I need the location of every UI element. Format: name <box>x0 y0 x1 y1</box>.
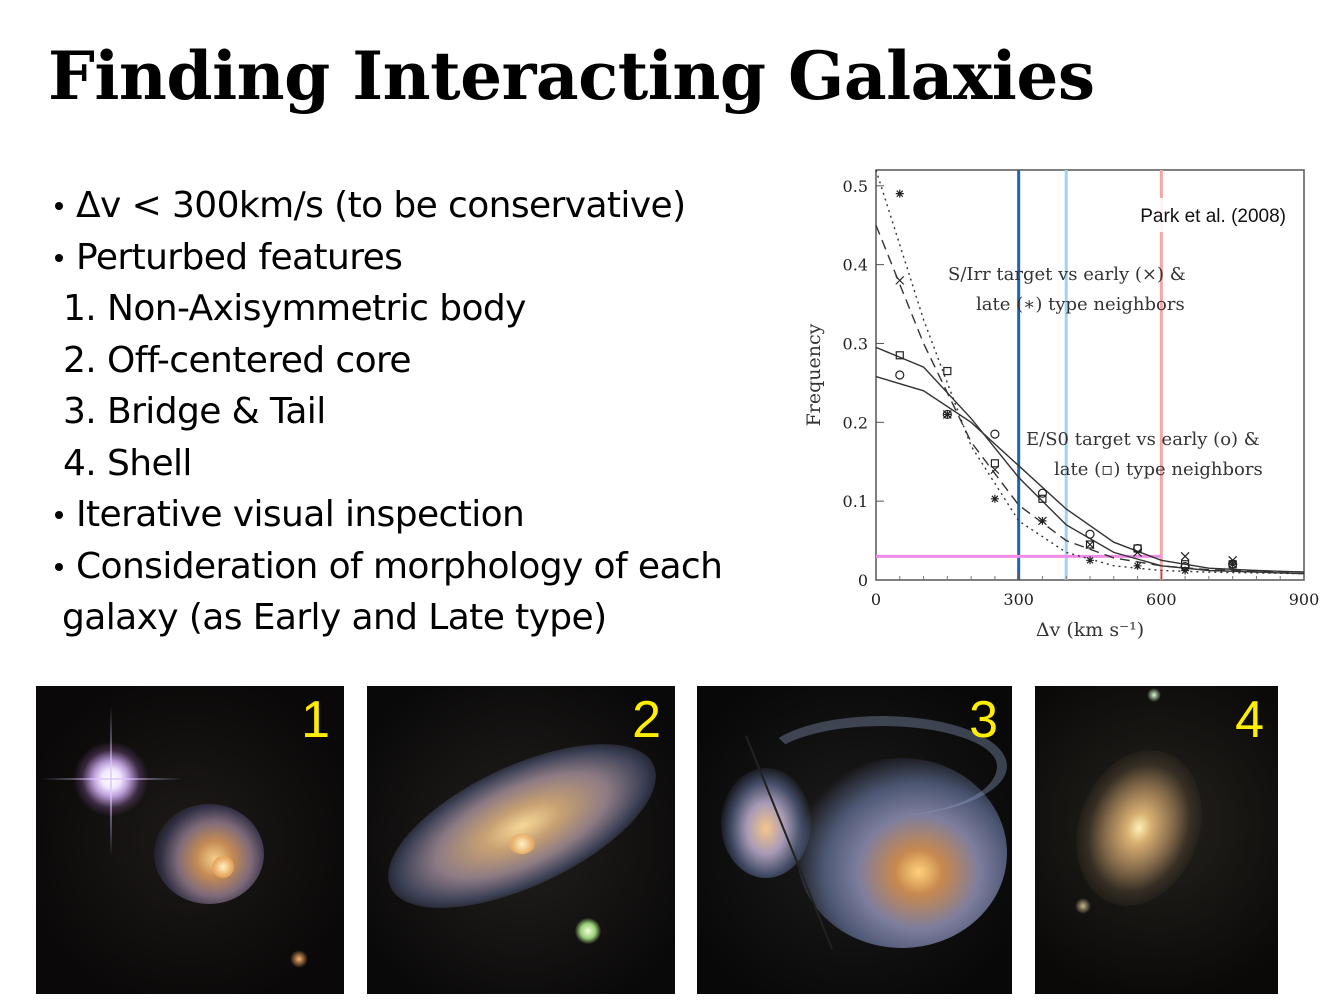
galaxy-photo-2: 2 <box>367 686 675 994</box>
background-star <box>290 950 308 968</box>
data-point-asterisk <box>1133 561 1142 570</box>
tidal-bridge <box>757 716 1007 816</box>
bullet-list: Δv < 300km/s (to be conservative) Perturb… <box>46 180 806 644</box>
bullet-item: 2. Off-centered core <box>63 339 412 381</box>
chart-annotation: late (▫) type neighbors <box>1054 459 1263 480</box>
bullet-item: Iterative visual inspection <box>46 489 806 541</box>
citation-label: Park et al. (2008) <box>1140 206 1286 227</box>
data-point-square <box>1085 540 1095 549</box>
data-point-asterisk <box>1228 560 1237 569</box>
fit-curve-circle <box>875 375 1305 573</box>
x-axis-label: Δv (km s⁻¹) <box>1036 619 1144 641</box>
data-point-asterisk <box>1038 516 1047 525</box>
x-tick-label: 300 <box>1003 590 1034 609</box>
y-tick-label: 0.3 <box>843 334 868 353</box>
y-tick-label: 0.1 <box>843 492 868 511</box>
slide-title: Finding Interacting Galaxies <box>48 37 1095 115</box>
photo-number-4: 4 <box>1235 691 1264 749</box>
data-point-asterisk <box>895 189 904 198</box>
citation-box <box>1070 198 1292 232</box>
galaxy-core <box>509 834 535 854</box>
x-tick-label: 900 <box>1289 590 1320 609</box>
y-tick-label: 0.4 <box>843 256 868 275</box>
frequency-chart: 0 300 600 900 0 0.1 0.2 0.3 0.4 0.5 S/Irr target … <box>803 169 1320 641</box>
data-point-square <box>895 351 904 360</box>
galaxy-core <box>212 856 234 878</box>
data-point-cross <box>895 275 905 285</box>
galaxy-disk <box>367 710 675 942</box>
galaxy-photo-4: 4 <box>1035 686 1278 994</box>
x-tick-label: 0 <box>871 590 881 609</box>
star-spike-h <box>42 778 182 780</box>
galaxy-photo-1: 1 <box>36 686 344 994</box>
data-point-square <box>943 366 952 376</box>
data-point-asterisk <box>1086 556 1094 565</box>
galaxy-photo-3: 3 <box>697 686 1012 994</box>
data-point-circle <box>1085 529 1095 539</box>
data-point-circle <box>1037 488 1048 498</box>
data-point-asterisk <box>990 494 999 503</box>
data-point-square <box>1038 494 1047 503</box>
elliptical-galaxy <box>1055 732 1223 924</box>
bullet-item: 1. Non-Axisymmetric body <box>63 288 526 329</box>
data-point-circle <box>895 370 905 380</box>
galaxy-body <box>154 804 264 904</box>
data-point-cross <box>1085 540 1095 549</box>
x-tick-label: 600 <box>1146 590 1177 609</box>
data-point-square <box>990 459 999 468</box>
foreground-star <box>575 918 601 944</box>
y-axis-label: Frequency <box>803 323 825 426</box>
data-point-circle <box>990 429 1000 439</box>
fit-curve-cross <box>875 224 1305 573</box>
bullet-item: 3. Bridge & Tail <box>63 391 326 432</box>
data-point-cross <box>990 465 1000 475</box>
y-tick-label: 0.5 <box>843 177 868 196</box>
data-point-asterisk <box>1181 566 1190 575</box>
bullet-item: 4. Shell <box>63 442 192 484</box>
photo-number-2: 2 <box>632 691 661 749</box>
star-spike-v <box>110 706 112 856</box>
small-star <box>1147 688 1161 702</box>
data-point-asterisk <box>943 410 952 419</box>
small-star <box>1075 898 1091 914</box>
photo-number-1: 1 <box>301 691 330 749</box>
chart-annotation: S/Irr target vs early (×) & <box>948 264 1186 285</box>
bullet-item: Δv < 300km/s (to be conservative) <box>46 180 806 232</box>
photo-number-3: 3 <box>969 691 998 749</box>
data-point-cross <box>1180 551 1190 561</box>
y-tick-label: 0.2 <box>843 413 868 432</box>
bullet-item: Consideration of morphology of each <box>46 541 806 593</box>
chart-annotation: E/S0 target vs early (o) & <box>1026 429 1260 450</box>
data-point-cross <box>1133 547 1142 557</box>
bullet-item: Perturbed features <box>46 232 806 284</box>
bullet-item: galaxy (as Early and Late type) <box>62 597 607 638</box>
y-tick-label: 0 <box>858 571 868 590</box>
chart-annotation: late (∗) type neighbors <box>976 294 1185 315</box>
